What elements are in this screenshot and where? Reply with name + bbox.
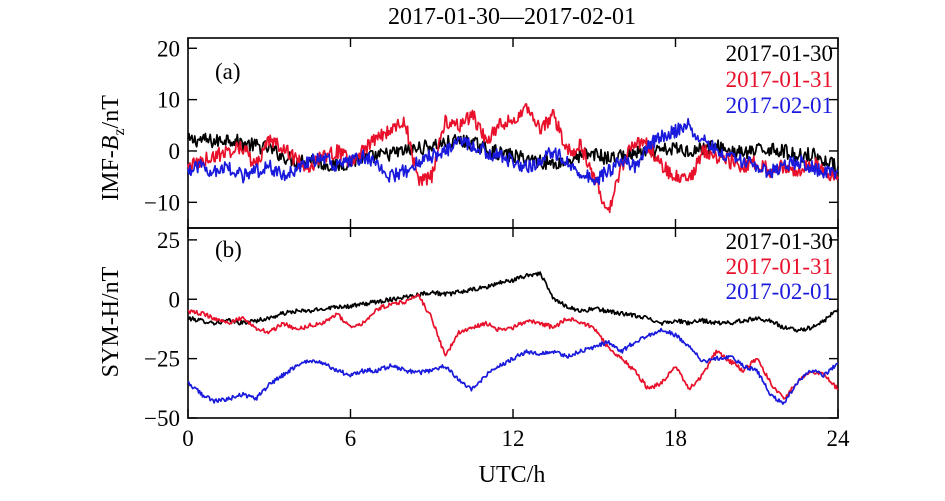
panel-a-ylabel-suffix: /nT (98, 95, 124, 129)
panel-a-series-line-2017-01-31 (187, 103, 839, 214)
panel-a-yticks: 20 10 0 −10 (144, 36, 838, 215)
xtick-label: 18 (664, 426, 687, 451)
panel-b-sym-h: 25 0 −25 −50 0 6 12 18 24 (b) SYM-H/nT 2017-01-… (98, 227, 850, 488)
panel-b-ytick-label: −50 (144, 406, 180, 431)
panel-a-legend-entry: 2017-02-01 (726, 93, 833, 118)
xtick-label: 0 (182, 426, 194, 451)
panel-a-ylabel-sub: z (111, 128, 128, 135)
panel-b-yticks: 25 0 −25 −50 (144, 228, 838, 431)
panel-b-ytick-label: 0 (169, 287, 181, 312)
panel-b-legend-entry: 2017-02-01 (726, 279, 833, 304)
panel-a-ytick-label: 20 (157, 36, 180, 61)
xtick-label: 12 (502, 426, 525, 451)
panel-b-label: (b) (215, 237, 242, 262)
panel-b-series-line-2017-02-01 (187, 327, 839, 405)
panel-a-ytick-label: −10 (144, 190, 180, 215)
panel-a-legend-entry: 2017-01-30 (726, 41, 833, 66)
panel-b-legend-entry: 2017-01-30 (726, 229, 833, 254)
x-axis-label: UTC/h (479, 462, 546, 488)
panel-a-xticks (187, 38, 839, 228)
panel-a-ylabel-prefix: IMF- (98, 150, 124, 201)
panel-a-imf-bz: 20 10 0 −10 (a) IMF-Bz/nT 2017-01-302017-01… (98, 36, 839, 229)
xtick-label: 6 (345, 426, 357, 451)
panel-a-ylabel-var: B (98, 135, 124, 150)
panel-b-series (187, 271, 839, 405)
panel-a-label: (a) (215, 59, 241, 84)
panel-b-legend-entry: 2017-01-31 (726, 254, 833, 279)
panel-b-series-line-2017-01-30 (187, 271, 839, 333)
panel-b-ytick-label: 25 (157, 228, 180, 253)
panel-a-series-line-2017-02-01 (187, 117, 839, 186)
panel-a-ylabel: IMF-Bz/nT (98, 95, 128, 201)
panel-a-ytick-label: 10 (157, 88, 180, 113)
panel-a-series (187, 103, 839, 214)
panel-b-series-line-2017-01-31 (187, 293, 839, 400)
figure-title: 2017-01-30—2017-02-01 (388, 4, 636, 30)
panel-b-ytick-label: −25 (144, 347, 180, 372)
panel-b-ylabel: SYM-H/nT (98, 266, 124, 377)
panel-a-legend-entry: 2017-01-31 (726, 67, 833, 92)
xtick-label: 24 (827, 426, 851, 451)
panel-a-ytick-label: 0 (169, 139, 181, 164)
panel-b-xticks: 0 6 12 18 24 (182, 228, 850, 451)
